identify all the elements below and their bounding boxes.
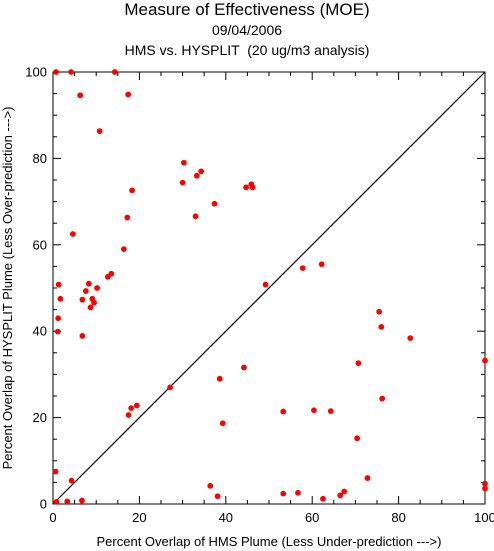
y-tick-label: 20 (33, 410, 47, 425)
data-point (364, 475, 371, 481)
data-point (77, 92, 84, 99)
y-tick-label: 100 (25, 65, 47, 80)
data-point (133, 402, 140, 409)
data-point (55, 281, 62, 288)
data-point (280, 490, 287, 497)
data-point (219, 420, 226, 427)
data-point (57, 295, 64, 302)
data-point (85, 280, 92, 287)
data-point (241, 364, 247, 371)
data-point (214, 493, 221, 500)
data-point (354, 435, 361, 442)
data-point (68, 477, 75, 484)
x-tick-label: 100 (474, 510, 494, 525)
chart-subtitle: HMS vs. HYSPLIT (20 ug/m3 analysis) (124, 42, 370, 58)
x-tick-label: 40 (219, 510, 233, 525)
data-point (482, 357, 488, 364)
data-point (207, 482, 214, 489)
data-point (94, 285, 100, 291)
data-point (198, 168, 205, 175)
x-tick-label: 20 (132, 510, 146, 525)
data-point (249, 184, 256, 191)
diagonal-reference-line (52, 71, 486, 505)
data-point (69, 231, 76, 237)
data-point (355, 360, 362, 367)
chart-date: 09/04/2006 (211, 22, 283, 38)
x-tick-label: 80 (391, 510, 405, 525)
data-point (167, 384, 173, 391)
y-tick-label: 60 (33, 237, 47, 252)
data-point (482, 485, 488, 492)
data-point (378, 323, 385, 330)
data-point (125, 412, 132, 418)
data-point (341, 488, 348, 495)
data-point (129, 187, 135, 194)
data-point (87, 304, 94, 311)
data-point (54, 328, 61, 335)
data-point (327, 408, 334, 415)
data-point (262, 281, 269, 288)
data-point (91, 299, 97, 306)
data-point (320, 495, 326, 502)
data-point (193, 172, 200, 179)
data-point (243, 184, 250, 191)
data-point (211, 200, 218, 207)
data-point (482, 480, 488, 487)
data-point (179, 179, 186, 186)
data-point (68, 69, 75, 75)
data-point (379, 395, 386, 402)
data-point (79, 296, 86, 303)
x-tick-label: 0 (49, 510, 56, 525)
data-point (192, 213, 199, 220)
data-point (79, 497, 85, 504)
x-axis-label: Percent Overlap of HMS Plume (Less Under… (97, 534, 442, 549)
chart-title: Measure of Effectiveness (MOE) (124, 0, 370, 19)
y-tick-label: 40 (33, 324, 47, 339)
x-tick-label: 60 (305, 510, 319, 525)
data-point (79, 333, 86, 339)
y-tick-label: 0 (40, 497, 47, 512)
data-point (376, 308, 383, 315)
data-point (82, 288, 89, 294)
data-point (53, 498, 60, 505)
data-point (124, 214, 131, 221)
data-point (280, 408, 287, 415)
data-point (53, 69, 59, 75)
data-point (96, 128, 103, 135)
data-point (295, 489, 301, 496)
data-point (311, 407, 317, 414)
data-point (180, 159, 187, 166)
data-point (299, 265, 306, 272)
y-axis-label: Percent Overlap of HYSPLIT Plume (Less O… (0, 107, 15, 470)
data-points (52, 69, 488, 505)
data-point (104, 273, 111, 280)
data-point (111, 69, 118, 75)
axis-ticks: 0 20 40 60 80 100 0 20 40 60 80 100 (25, 65, 494, 526)
data-point (125, 91, 132, 98)
data-point (337, 492, 344, 499)
data-point (64, 498, 71, 505)
data-point (407, 335, 414, 342)
data-point (52, 468, 59, 475)
data-point (55, 315, 62, 322)
y-tick-label: 80 (33, 151, 47, 166)
data-point (216, 375, 223, 382)
data-point (128, 405, 135, 411)
data-point (318, 261, 325, 268)
data-point (120, 246, 127, 253)
